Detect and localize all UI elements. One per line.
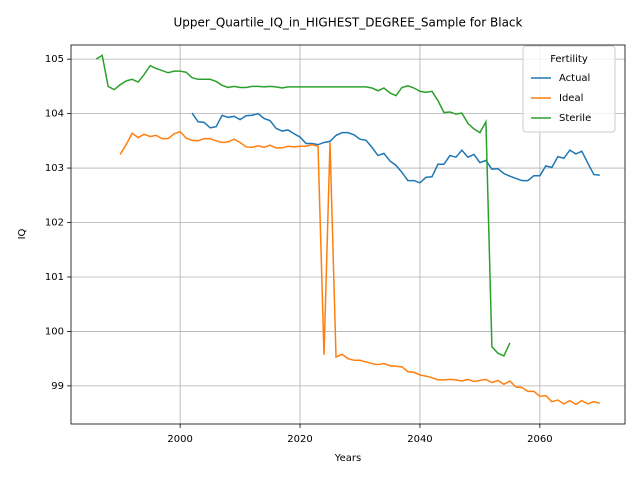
legend-title: Fertility bbox=[550, 54, 588, 65]
y-axis-label: IQ bbox=[17, 228, 28, 239]
legend-label: Ideal bbox=[559, 93, 583, 104]
y-tick-label: 105 bbox=[45, 54, 64, 65]
x-tick-label: 2060 bbox=[527, 434, 552, 445]
x-tick-label: 2040 bbox=[407, 434, 432, 445]
y-tick-label: 103 bbox=[45, 163, 64, 174]
legend-label: Sterile bbox=[559, 113, 591, 124]
y-tick-label: 101 bbox=[45, 272, 64, 283]
data-line bbox=[119, 130, 601, 406]
y-tick-label: 104 bbox=[45, 109, 64, 120]
legend-label: Actual bbox=[559, 73, 590, 84]
x-axis-label: Years bbox=[334, 453, 361, 464]
legend: Fertility Actual Ideal Sterile bbox=[522, 45, 616, 133]
x-tick-label: 2020 bbox=[287, 434, 312, 445]
x-tick-label: 2000 bbox=[167, 434, 192, 445]
y-tick-label: 99 bbox=[51, 381, 64, 392]
data-line bbox=[95, 54, 511, 357]
data-line bbox=[191, 112, 600, 184]
y-tick-label: 100 bbox=[45, 326, 64, 337]
legend-box bbox=[522, 45, 616, 133]
y-tick-label: 102 bbox=[45, 218, 64, 229]
plot-frame bbox=[70, 44, 626, 425]
chart-title: Upper_Quartile_IQ_in_HIGHEST_DEGREE_Samp… bbox=[174, 16, 523, 30]
